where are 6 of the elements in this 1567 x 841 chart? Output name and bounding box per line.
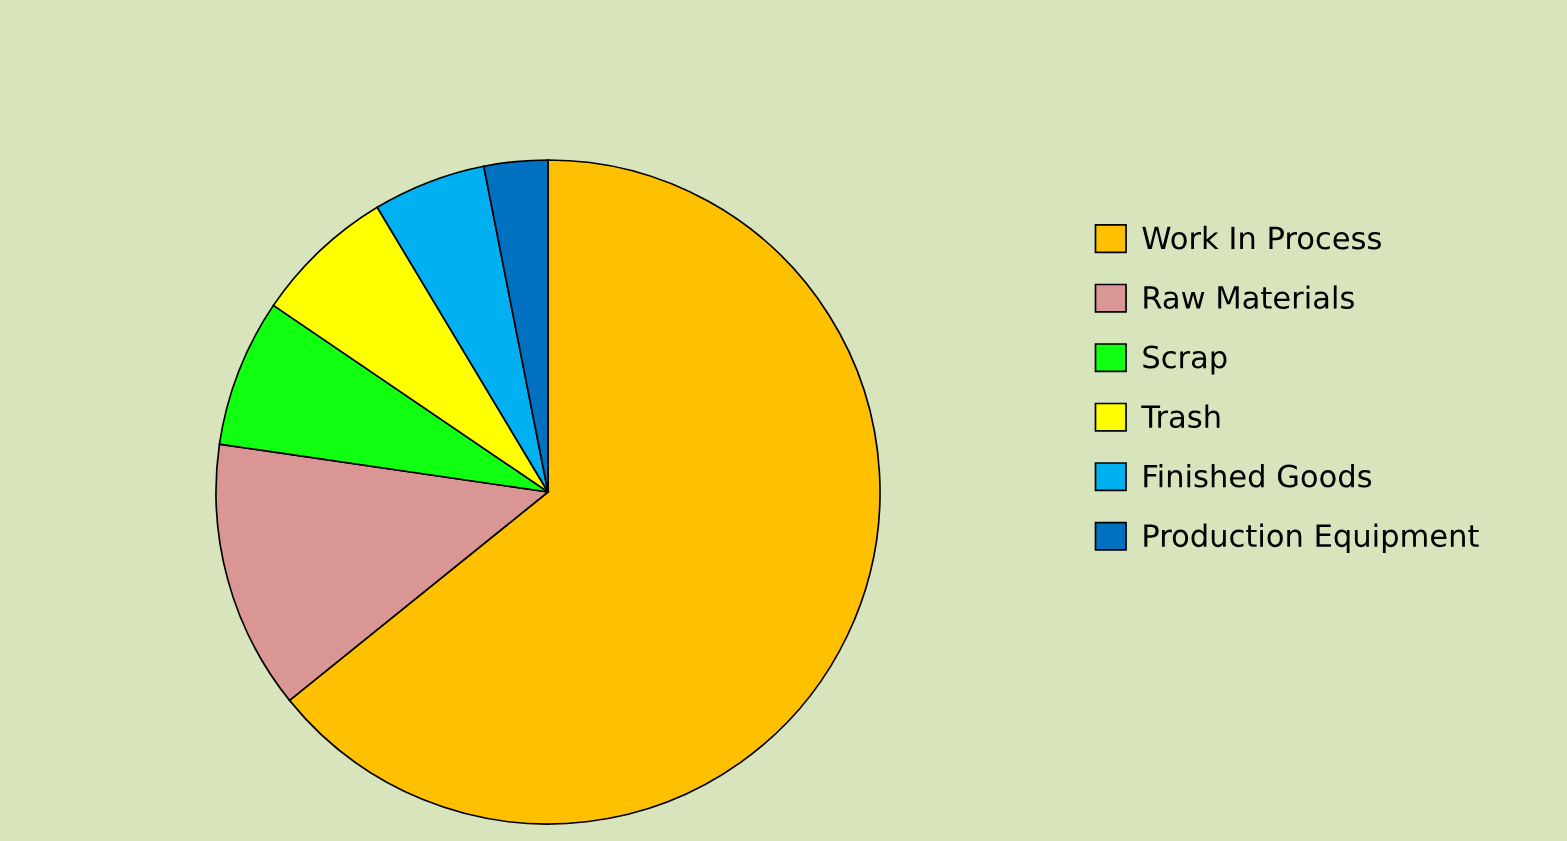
legend-label: Trash [1141, 404, 1220, 429]
legend-label: Scrap [1143, 345, 1227, 375]
legend-label: Raw Materials [1144, 285, 1354, 310]
legend-label: Production Equipment [1144, 523, 1479, 554]
legend-label: Finished Goods [1144, 463, 1372, 488]
legend-label: Work In Process [1142, 225, 1381, 250]
